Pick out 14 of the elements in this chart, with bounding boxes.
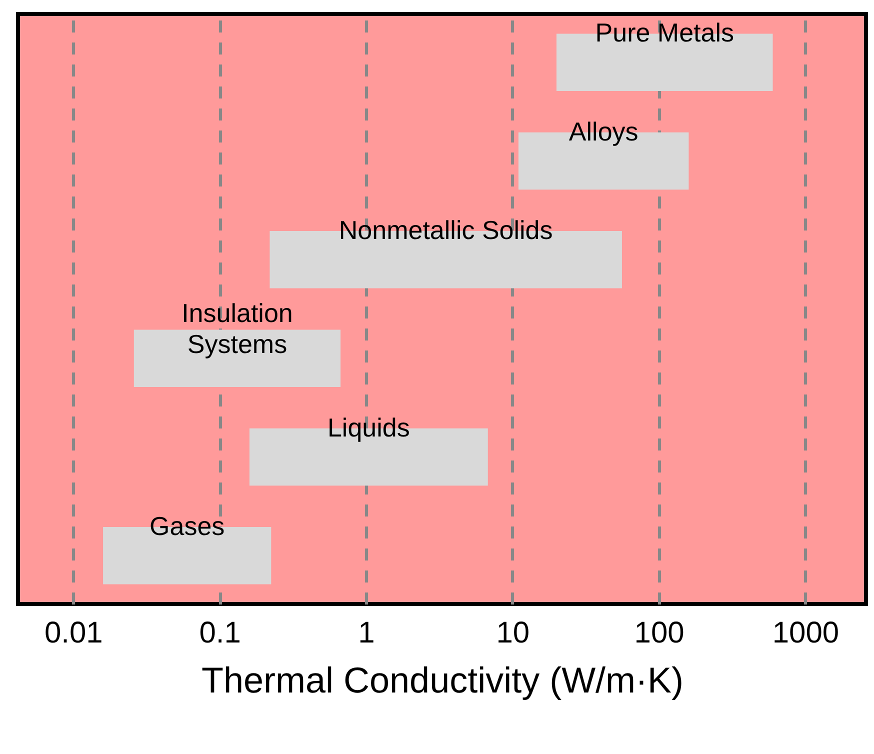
x-tick-label: 0.01	[44, 616, 103, 650]
bar	[134, 330, 341, 387]
y-tick-label: Insulation Systems	[182, 298, 293, 360]
y-tick-label: Liquids	[327, 412, 410, 442]
x-axis-title: Thermal Conductivity (W/m·K)	[201, 660, 684, 700]
y-tick-label: Gases	[150, 511, 225, 542]
x-tick-label: 0.1	[199, 616, 241, 650]
x-tick-label: 100	[634, 616, 684, 650]
x-tick-label: 10	[496, 616, 530, 650]
y-tick-label: Alloys	[568, 116, 638, 146]
x-tick-label: 1	[358, 616, 375, 650]
y-tick-label: Nonmetallic Solids	[338, 215, 553, 246]
y-tick-label: Pure Metals	[595, 18, 734, 48]
x-tick-label: 1000	[772, 616, 840, 650]
